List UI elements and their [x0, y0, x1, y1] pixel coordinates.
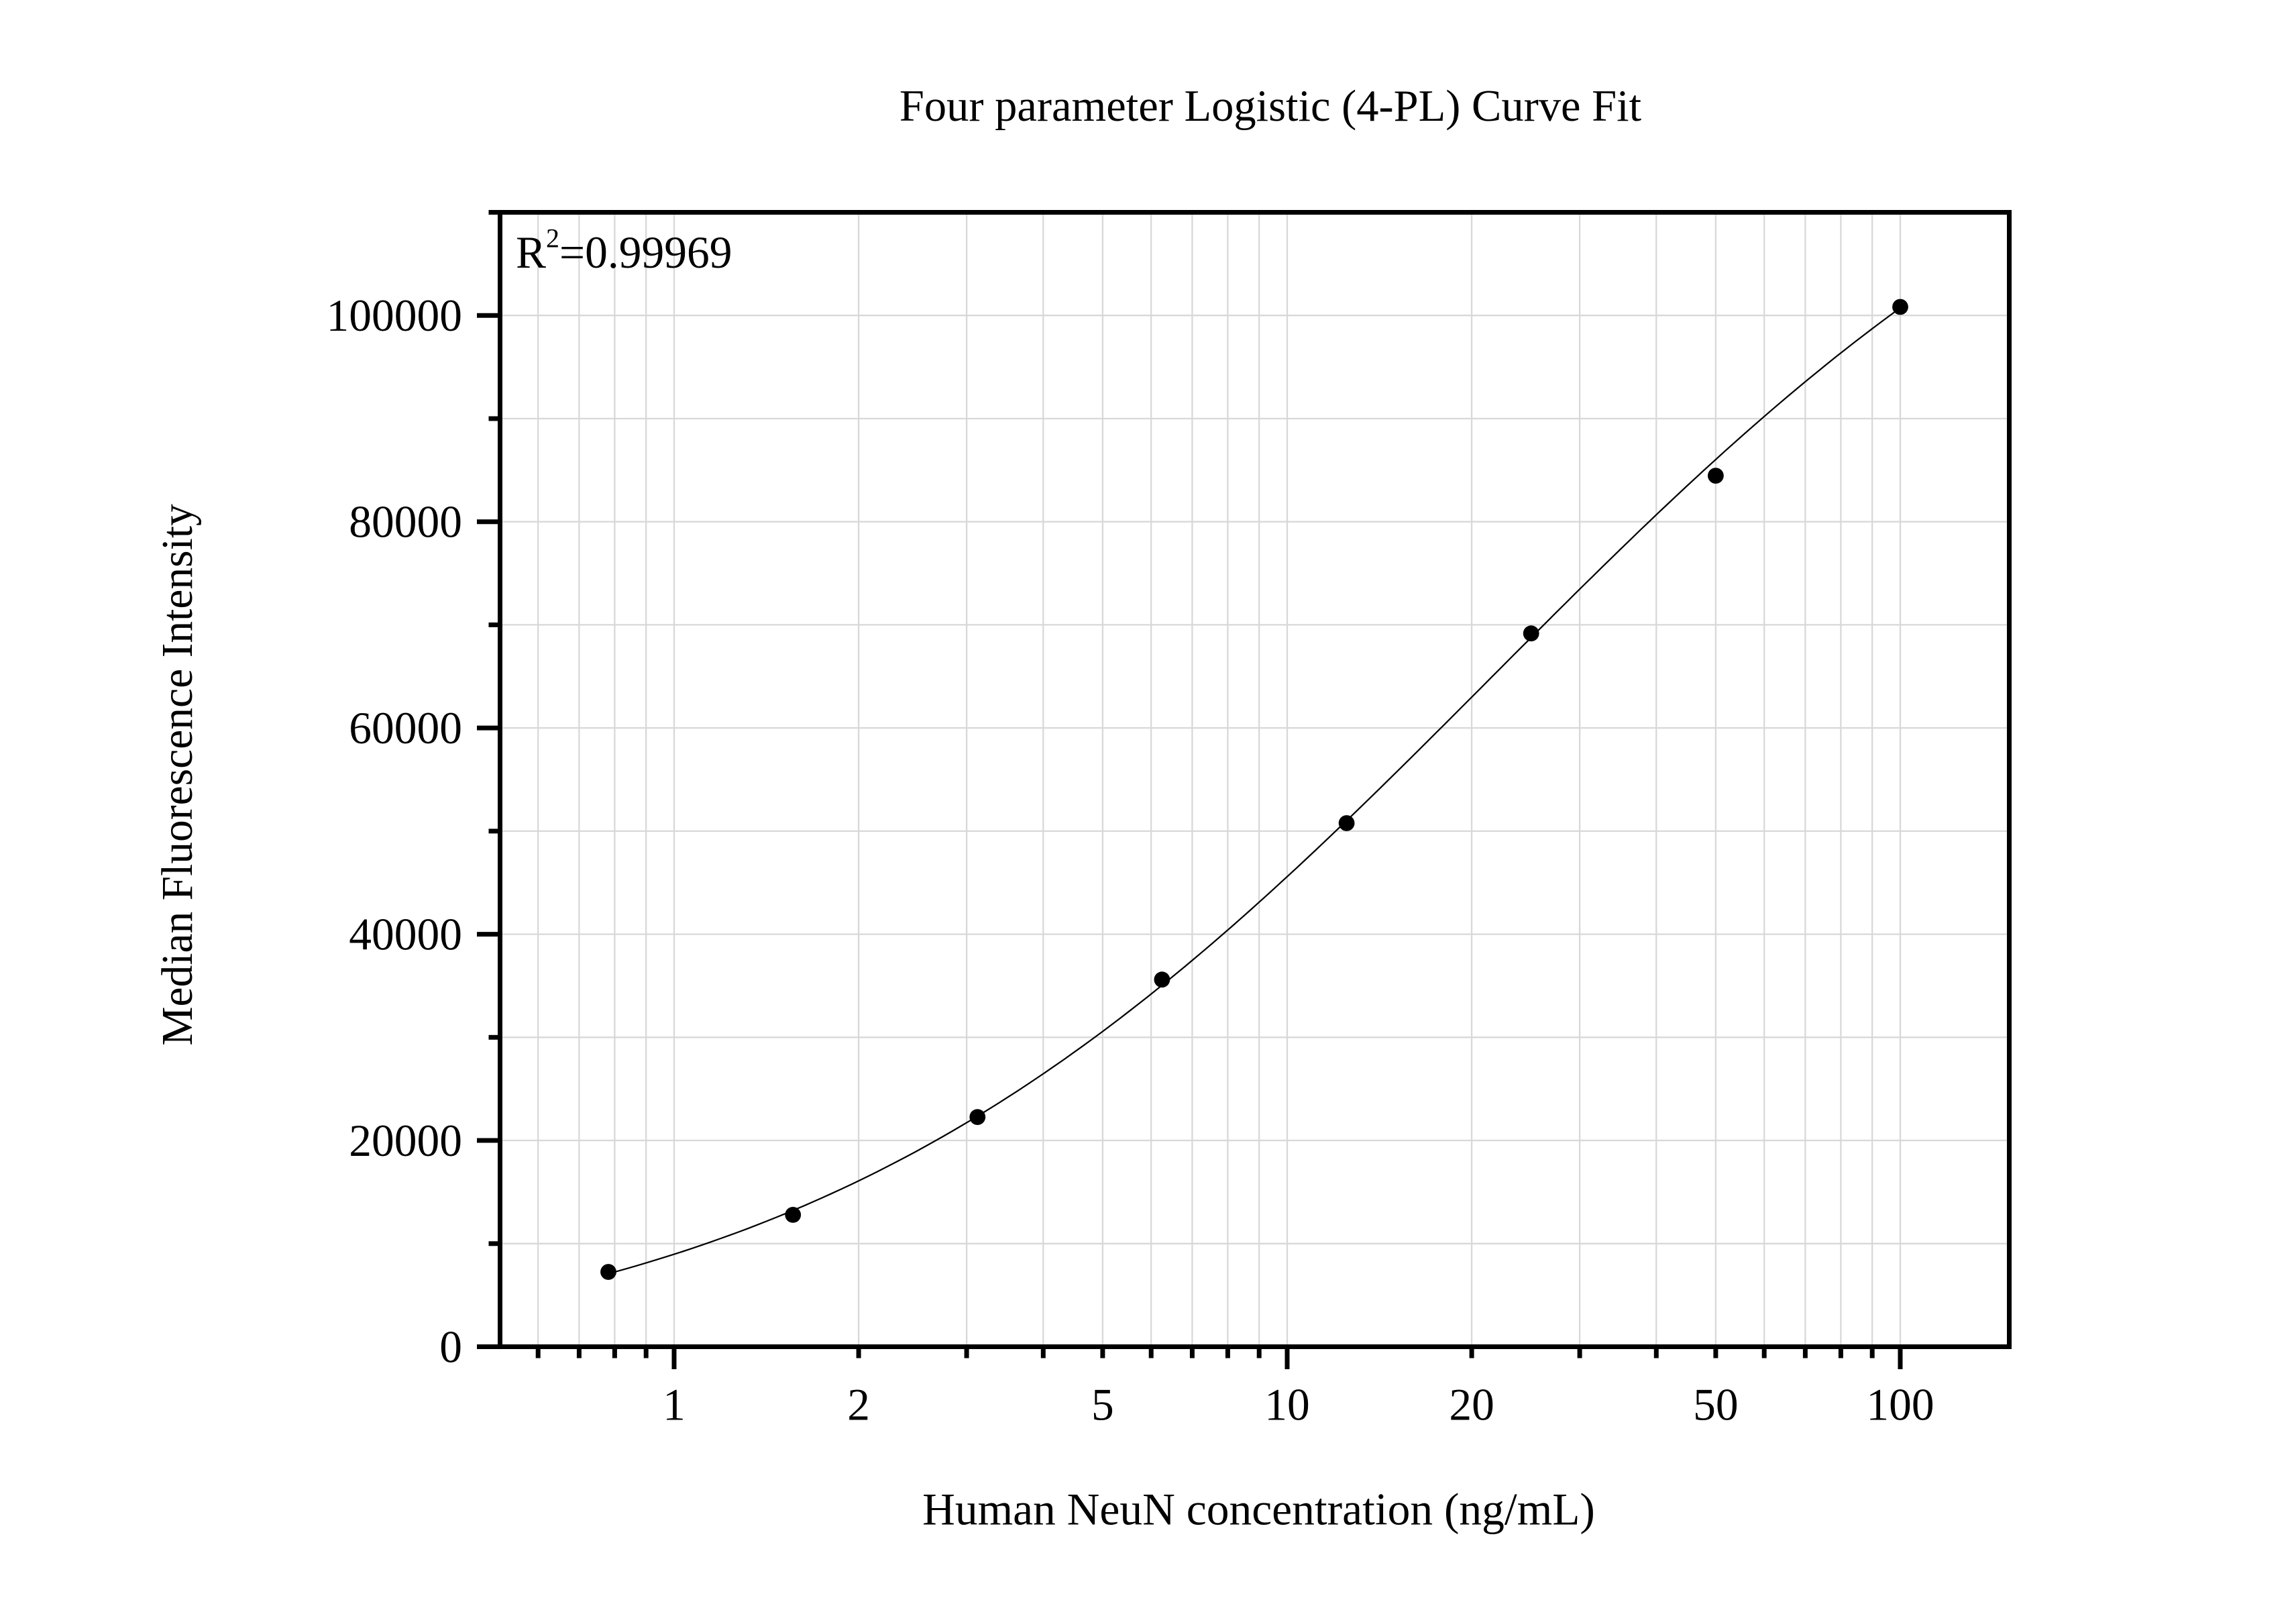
- svg-text:100: 100: [1866, 1380, 1934, 1430]
- svg-text:80000: 80000: [349, 497, 462, 547]
- svg-text:1: 1: [663, 1380, 686, 1430]
- svg-text:2: 2: [847, 1380, 870, 1430]
- svg-text:60000: 60000: [349, 703, 462, 753]
- svg-text:50: 50: [1693, 1380, 1739, 1430]
- svg-text:5: 5: [1091, 1380, 1114, 1430]
- svg-text:Human NeuN concentration (ng/m: Human NeuN concentration (ng/mL): [922, 1485, 1595, 1535]
- svg-text:Four parameter Logistic (4-PL): Four parameter Logistic (4-PL) Curve Fit: [899, 82, 1642, 131]
- svg-text:20000: 20000: [349, 1116, 462, 1166]
- svg-text:Median Fluorescence Intensity: Median Fluorescence Intensity: [154, 504, 202, 1046]
- svg-text:20: 20: [1449, 1380, 1494, 1430]
- svg-text:0: 0: [439, 1322, 462, 1373]
- svg-text:10: 10: [1264, 1380, 1310, 1430]
- svg-text:40000: 40000: [349, 910, 462, 960]
- svg-text:100000: 100000: [327, 290, 463, 341]
